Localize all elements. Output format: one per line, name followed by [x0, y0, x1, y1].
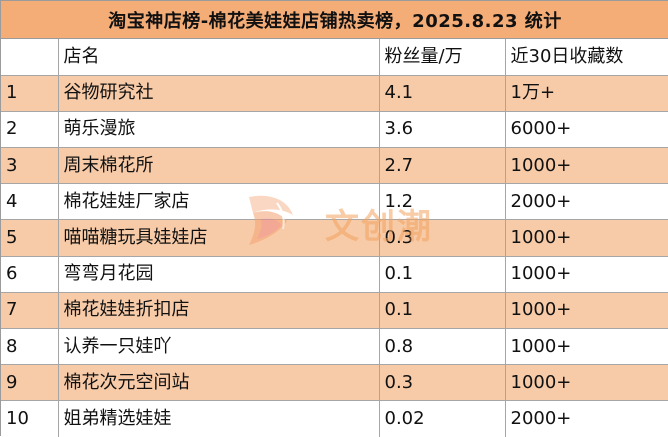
table-row: 5 喵喵糖玩具娃娃店 0.3 1000+: [1, 219, 668, 257]
shop-name-cell: 姐弟精选娃娃: [58, 400, 380, 437]
table-row: 3 周末棉花所 2.7 1000+: [1, 147, 668, 185]
rank-cell: 10: [1, 400, 59, 437]
rank-cell: 2: [1, 111, 59, 149]
favorites-cell: 1000+: [505, 292, 668, 330]
rank-cell: 6: [1, 256, 59, 293]
rank-cell: 4: [1, 183, 59, 221]
fans-cell: 0.3: [379, 219, 506, 257]
table-row: 9 棉花次元空间站 0.3 1000+: [1, 364, 668, 402]
shop-name-cell: 认养一只娃吖: [58, 328, 380, 366]
rank-cell: 1: [1, 75, 59, 112]
favorites-cell: 1000+: [505, 256, 668, 293]
favorites-cell: 1万+: [505, 75, 668, 112]
table-row: 2 萌乐漫旅 3.6 6000+: [1, 111, 668, 149]
favorites-cell: 2000+: [505, 183, 668, 221]
favorites-cell: 1000+: [505, 219, 668, 257]
favorites-cell: 1000+: [505, 328, 668, 366]
rank-cell: 5: [1, 219, 59, 257]
header-favorites: 近30日收藏数: [505, 39, 668, 76]
favorites-cell: 1000+: [505, 364, 668, 402]
fans-cell: 1.2: [379, 183, 506, 221]
fans-cell: 4.1: [379, 75, 506, 112]
favorites-cell: 2000+: [505, 400, 668, 437]
rank-cell: 7: [1, 292, 59, 330]
shop-name-cell: 弯弯月花园: [58, 256, 380, 293]
fans-cell: 0.02: [379, 400, 506, 437]
table-row: 7 棉花娃娃折扣店 0.1 1000+: [1, 292, 668, 330]
ranking-table: 店名 粉丝量/万 近30日收藏数 1 谷物研究社 4.1 1万+ 2 萌乐漫旅 …: [1, 39, 668, 437]
shop-name-cell: 棉花次元空间站: [58, 364, 380, 402]
table-row: 4 棉花娃娃厂家店 1.2 2000+: [1, 183, 668, 221]
fans-cell: 0.3: [379, 364, 506, 402]
header-fans: 粉丝量/万: [379, 39, 506, 76]
favorites-cell: 6000+: [505, 111, 668, 149]
shop-name-cell: 喵喵糖玩具娃娃店: [58, 219, 380, 257]
fans-cell: 0.1: [379, 256, 506, 293]
fans-cell: 0.1: [379, 292, 506, 330]
favorites-cell: 1000+: [505, 147, 668, 185]
fans-cell: 3.6: [379, 111, 506, 149]
shop-name-cell: 谷物研究社: [58, 75, 380, 112]
table-row: 10 姐弟精选娃娃 0.02 2000+: [1, 400, 668, 437]
header-shop-name: 店名: [58, 39, 380, 76]
rank-cell: 9: [1, 364, 59, 402]
header-rank: [1, 39, 59, 76]
fans-cell: 2.7: [379, 147, 506, 185]
table-title: 淘宝神店榜-棉花美娃娃店铺热卖榜，2025.8.23 统计: [1, 1, 668, 39]
shop-name-cell: 周末棉花所: [58, 147, 380, 185]
shop-name-cell: 萌乐漫旅: [58, 111, 380, 149]
table-header-row: 店名 粉丝量/万 近30日收藏数: [1, 39, 668, 76]
table-row: 8 认养一只娃吖 0.8 1000+: [1, 328, 668, 366]
shop-name-cell: 棉花娃娃折扣店: [58, 292, 380, 330]
rank-cell: 3: [1, 147, 59, 185]
table-row: 1 谷物研究社 4.1 1万+: [1, 75, 668, 112]
table-row: 6 弯弯月花园 0.1 1000+: [1, 256, 668, 293]
fans-cell: 0.8: [379, 328, 506, 366]
shop-name-cell: 棉花娃娃厂家店: [58, 183, 380, 221]
rank-cell: 8: [1, 328, 59, 366]
